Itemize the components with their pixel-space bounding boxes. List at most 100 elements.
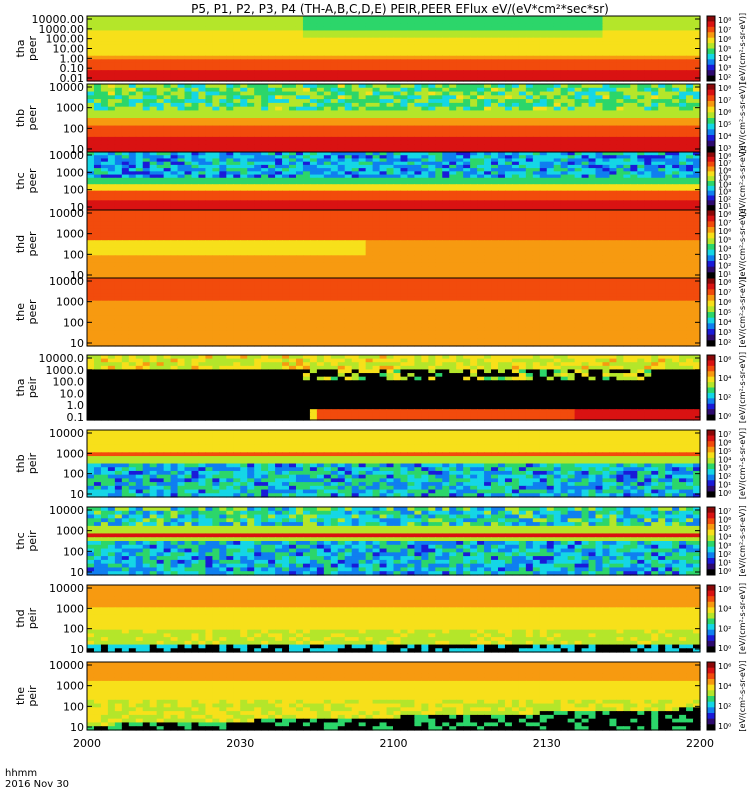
heatmap-cell	[679, 52, 687, 56]
heatmap-cell	[637, 70, 645, 74]
heatmap-cell	[226, 16, 234, 20]
heatmap-cell	[345, 27, 353, 31]
heatmap-cell	[191, 95, 199, 99]
heatmap-cell	[212, 38, 220, 42]
heatmap-cell	[568, 38, 576, 42]
heatmap-cell	[463, 49, 471, 53]
heatmap-cell	[526, 67, 534, 71]
heatmap-cell	[359, 16, 367, 20]
heatmap-cell	[421, 34, 429, 38]
heatmap-cell	[533, 107, 541, 111]
heatmap-cell	[254, 34, 262, 38]
heatmap-cell	[303, 41, 311, 45]
heatmap-cell	[414, 103, 422, 107]
heatmap-cell	[303, 110, 311, 114]
heatmap-cell	[644, 95, 652, 99]
heatmap-cell	[547, 34, 555, 38]
heatmap-cell	[275, 99, 283, 103]
heatmap-cell	[665, 92, 673, 96]
heatmap-cell	[616, 59, 624, 63]
heatmap-cell	[651, 70, 659, 74]
heatmap-cell	[94, 16, 102, 20]
heatmap-cell	[428, 74, 436, 78]
heatmap-cell	[540, 38, 548, 42]
heatmap-cell	[519, 56, 527, 60]
heatmap-cell	[589, 114, 597, 118]
heatmap-cell	[421, 92, 429, 96]
heatmap-cell	[289, 41, 297, 45]
heatmap-cell	[338, 34, 346, 38]
heatmap-cell	[303, 92, 311, 96]
heatmap-cell	[240, 23, 248, 27]
heatmap-cell	[623, 38, 631, 42]
heatmap-cell	[219, 99, 227, 103]
heatmap-cell	[150, 110, 158, 114]
heatmap-cell	[394, 34, 402, 38]
heatmap-cell	[589, 74, 597, 78]
heatmap-cell	[275, 84, 283, 88]
heatmap-cell	[630, 99, 638, 103]
heatmap-cell	[296, 45, 304, 49]
heatmap-cell	[87, 59, 95, 63]
heatmap-cell	[561, 103, 569, 107]
heatmap-cell	[491, 16, 499, 20]
panel-heatmap-cells	[87, 84, 701, 153]
heatmap-cell	[331, 74, 339, 78]
heatmap-cell	[477, 27, 485, 31]
heatmap-cell	[296, 23, 304, 27]
heatmap-cell	[87, 16, 95, 20]
heatmap-cell	[644, 99, 652, 103]
heatmap-cell	[477, 84, 485, 88]
heatmap-cell	[185, 84, 193, 88]
heatmap-cell	[191, 122, 199, 126]
heatmap-cell	[247, 114, 255, 118]
heatmap-cell	[185, 122, 193, 126]
heatmap-cell	[644, 118, 652, 122]
heatmap-cell	[261, 30, 269, 34]
heatmap-cell	[602, 88, 610, 92]
heatmap-cell	[205, 27, 213, 31]
colorbar-step	[707, 70, 715, 76]
heatmap-cell	[435, 23, 443, 27]
heatmap-cell	[345, 122, 353, 126]
heatmap-cell	[672, 27, 680, 31]
heatmap-cell	[150, 122, 158, 126]
heatmap-cell	[289, 45, 297, 49]
heatmap-cell	[665, 56, 673, 60]
heatmap-cell	[317, 92, 325, 96]
heatmap-cell	[463, 34, 471, 38]
heatmap-cell	[602, 38, 610, 42]
heatmap-cell	[665, 95, 673, 99]
heatmap-cell	[491, 56, 499, 60]
heatmap-cell	[317, 45, 325, 49]
heatmap-cell	[519, 34, 527, 38]
heatmap-cell	[547, 63, 555, 67]
heatmap-cell	[373, 84, 381, 88]
heatmap-cell	[665, 74, 673, 78]
heatmap-cell	[616, 45, 624, 49]
heatmap-cell	[484, 63, 492, 67]
heatmap-cell	[463, 30, 471, 34]
heatmap-cell	[533, 110, 541, 114]
heatmap-cell	[261, 59, 269, 63]
heatmap-cell	[651, 67, 659, 71]
heatmap-cell	[205, 34, 213, 38]
heatmap-cell	[268, 84, 276, 88]
heatmap-cell	[115, 114, 123, 118]
heatmap-cell	[122, 107, 130, 111]
heatmap-cell	[623, 95, 631, 99]
heatmap-cell	[477, 92, 485, 96]
heatmap-cell	[178, 99, 186, 103]
heatmap-cell	[191, 99, 199, 103]
heatmap-cell	[470, 56, 478, 60]
heatmap-cell	[414, 107, 422, 111]
heatmap-cell	[178, 41, 186, 45]
heatmap-cell	[693, 34, 701, 38]
heatmap-cell	[526, 110, 534, 114]
heatmap-cell	[115, 118, 123, 122]
heatmap-cell	[400, 92, 408, 96]
heatmap-cell	[87, 114, 95, 118]
heatmap-cell	[247, 67, 255, 71]
heatmap-cell	[247, 59, 255, 63]
heatmap-cell	[686, 92, 694, 96]
